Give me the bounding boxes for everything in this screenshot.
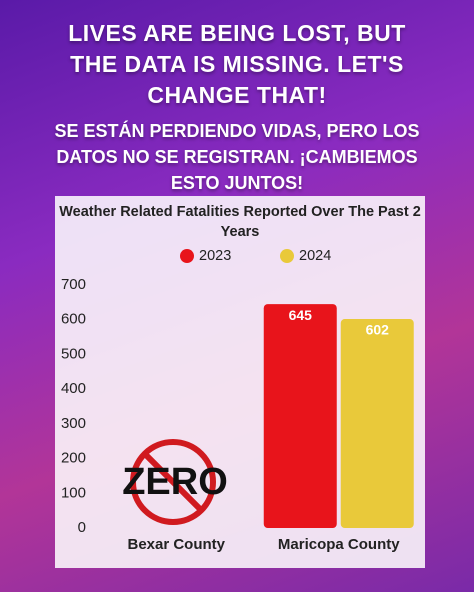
no-slash bbox=[142, 451, 204, 513]
y-tick-label: 300 bbox=[61, 415, 86, 432]
y-tick-label: 200 bbox=[61, 450, 86, 467]
headline-line: THE DATA IS MISSING. LET'S bbox=[70, 51, 404, 77]
legend-swatch bbox=[180, 249, 194, 263]
bar bbox=[263, 304, 337, 528]
subheadline: SE ESTÁN PERDIENDO VIDAS, PERO LOS DATOS … bbox=[0, 118, 474, 196]
y-tick-label: 500 bbox=[61, 345, 86, 362]
chart-title: Weather Related Fatalities Reported Over… bbox=[59, 204, 421, 240]
y-tick-label: 0 bbox=[78, 519, 86, 536]
headline-line: LIVES ARE BEING LOST, BUT bbox=[68, 20, 406, 46]
y-tick-label: 400 bbox=[61, 380, 86, 397]
no-circle bbox=[130, 439, 216, 525]
x-tick-label: Maricopa County bbox=[278, 536, 400, 553]
no-symbol bbox=[130, 439, 216, 525]
subheadline-line: SE ESTÁN PERDIENDO VIDAS, PERO LOS bbox=[54, 121, 420, 141]
subheadline-line: DATOS NO SE REGISTRAN. ¡CAMBIEMOS bbox=[56, 147, 418, 167]
headline-line: CHANGE THAT! bbox=[147, 82, 327, 108]
value-label: 645 bbox=[289, 307, 313, 323]
bar bbox=[340, 319, 414, 528]
value-label: 602 bbox=[366, 322, 390, 338]
annotation: ZERO bbox=[122, 461, 228, 503]
y-tick-label: 700 bbox=[61, 276, 86, 293]
legend-swatch bbox=[280, 249, 294, 263]
x-tick-label: Bexar County bbox=[127, 536, 225, 553]
subheadline-line: ESTO JUNTOS! bbox=[170, 173, 304, 193]
legend-label: 2024 bbox=[299, 248, 331, 264]
legend-label: 2023 bbox=[199, 248, 231, 264]
y-tick-label: 600 bbox=[61, 311, 86, 328]
headline: LIVES ARE BEING LOST, BUT THE DATA IS MIS… bbox=[0, 18, 474, 111]
y-tick-label: 100 bbox=[61, 484, 86, 501]
